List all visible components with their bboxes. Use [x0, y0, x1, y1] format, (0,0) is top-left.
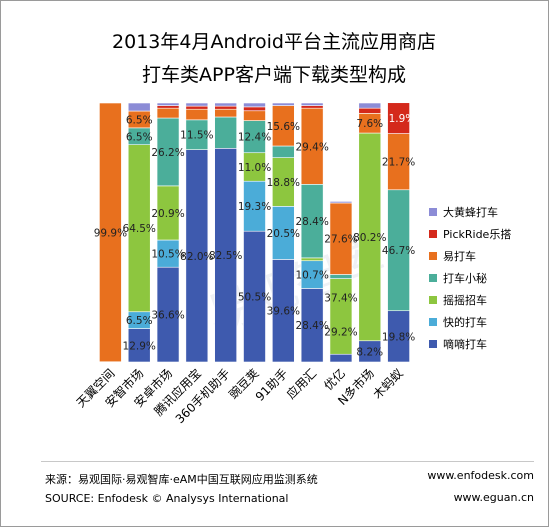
x-tick-label: 91助手	[253, 366, 291, 404]
legend-swatch	[429, 318, 437, 326]
data-label: 12.4%	[238, 132, 271, 144]
data-label: 19.8%	[382, 331, 415, 343]
data-label: 64.5%	[123, 223, 156, 235]
bar-segment	[99, 102, 122, 363]
x-tick-label: 应用汇	[283, 366, 319, 402]
bar-segment	[358, 107, 382, 114]
bar-segment	[185, 108, 209, 121]
data-label: 8.2%	[356, 346, 383, 358]
bar-segment	[243, 106, 266, 112]
bar-segment	[156, 102, 180, 106]
bar-segment	[329, 353, 353, 363]
data-label: 26.2%	[151, 147, 184, 159]
data-label: 29.4%	[295, 141, 328, 153]
bar-segment	[387, 102, 410, 134]
legend-label: 嘀嘀打车	[443, 337, 487, 351]
data-label: 36.6%	[151, 310, 184, 322]
data-label: 11.5%	[180, 130, 213, 142]
legend-swatch	[429, 208, 437, 216]
data-label: 11.0%	[238, 162, 271, 174]
legend-label: 快的打车	[443, 315, 487, 329]
source-cn: 来源：易观国际·易观智库·eAM中国互联网应用监测系统	[45, 473, 318, 486]
data-label: 28.4%	[295, 320, 328, 332]
bar-segment	[329, 201, 353, 204]
data-label: 50.5%	[238, 292, 271, 304]
bars-group	[99, 102, 410, 363]
data-label: 28.4%	[295, 216, 328, 228]
bar-segment	[214, 108, 237, 118]
footer-rule	[41, 461, 534, 462]
bar-segment	[300, 257, 324, 262]
data-label: 80.2%	[353, 232, 386, 244]
bar-segment	[214, 102, 237, 107]
chart-title: 2013年4月Android平台主流应用商店	[112, 31, 436, 53]
data-label: 10.5%	[151, 249, 184, 261]
legend-label: PickRide乐搭	[443, 228, 511, 241]
chart-subtitle: 打车类APP客户端下载类型构成	[142, 64, 406, 86]
bar-segment	[156, 105, 180, 109]
chart-svg: 2013年4月Android平台主流应用商店 打车类APP客户端下载类型构成 易…	[74, 31, 512, 427]
data-label: 10.7%	[295, 270, 328, 282]
data-labels-group: 99.9%12.9%6.5%64.5%6.5%6.5%36.6%10.5%20.…	[94, 113, 416, 358]
data-label: 99.9%	[94, 227, 127, 239]
data-label: 82.5%	[209, 250, 242, 262]
legend-label: 大黄蜂打车	[443, 205, 498, 219]
bar-segment	[214, 105, 237, 110]
data-label: 82.0%	[180, 251, 213, 263]
data-label: 6.5%	[126, 315, 153, 327]
legend-swatch	[429, 340, 437, 348]
bar-segment	[358, 102, 382, 109]
bar-segment	[127, 102, 151, 112]
bar-segment	[214, 116, 237, 149]
data-label: 6.5%	[126, 131, 153, 143]
legend-label: 打车小秘	[443, 271, 487, 285]
data-label: 29.2%	[324, 327, 357, 339]
bar-segment	[185, 102, 209, 107]
legend-swatch	[429, 274, 437, 282]
legend-swatch	[429, 230, 437, 238]
bar-segment	[329, 278, 353, 355]
data-label: 37.4%	[324, 293, 357, 305]
source-en: SOURCE: Enfodesk © Analysys Internationa…	[45, 492, 289, 505]
url-eguan: www.eguan.cn	[453, 491, 534, 504]
bar-segment	[272, 145, 295, 158]
data-label: 27.6%	[324, 234, 357, 246]
data-label: 6.5%	[126, 114, 153, 126]
bar-segment	[243, 102, 266, 108]
data-label: 12.9%	[123, 340, 156, 352]
bar-segment	[272, 102, 295, 106]
legend-label: 摇摇招车	[443, 293, 487, 307]
data-label: 20.9%	[151, 208, 184, 220]
data-label: 21.7%	[382, 157, 415, 169]
url-enfodesk: www.enfodesk.com	[427, 469, 534, 482]
legend-swatch	[429, 296, 437, 304]
bar-segment	[300, 105, 324, 109]
legend-label: 易打车	[443, 249, 476, 263]
bar-segment	[300, 102, 324, 106]
bar-segment	[329, 274, 353, 279]
x-tick-label: 木蚂蚁	[370, 366, 406, 402]
bar-segment	[156, 107, 180, 119]
data-label: 39.6%	[267, 306, 300, 318]
data-label: 11.9%	[382, 113, 415, 125]
data-label: 46.7%	[382, 245, 415, 257]
data-label: 20.5%	[267, 228, 300, 240]
bar-segment	[185, 105, 209, 110]
bar-segment	[243, 110, 266, 121]
legend-swatch	[429, 252, 437, 260]
data-label: 7.6%	[356, 118, 383, 130]
data-label: 15.6%	[267, 121, 300, 133]
data-label: 19.3%	[238, 201, 271, 213]
data-label: 18.8%	[267, 177, 300, 189]
